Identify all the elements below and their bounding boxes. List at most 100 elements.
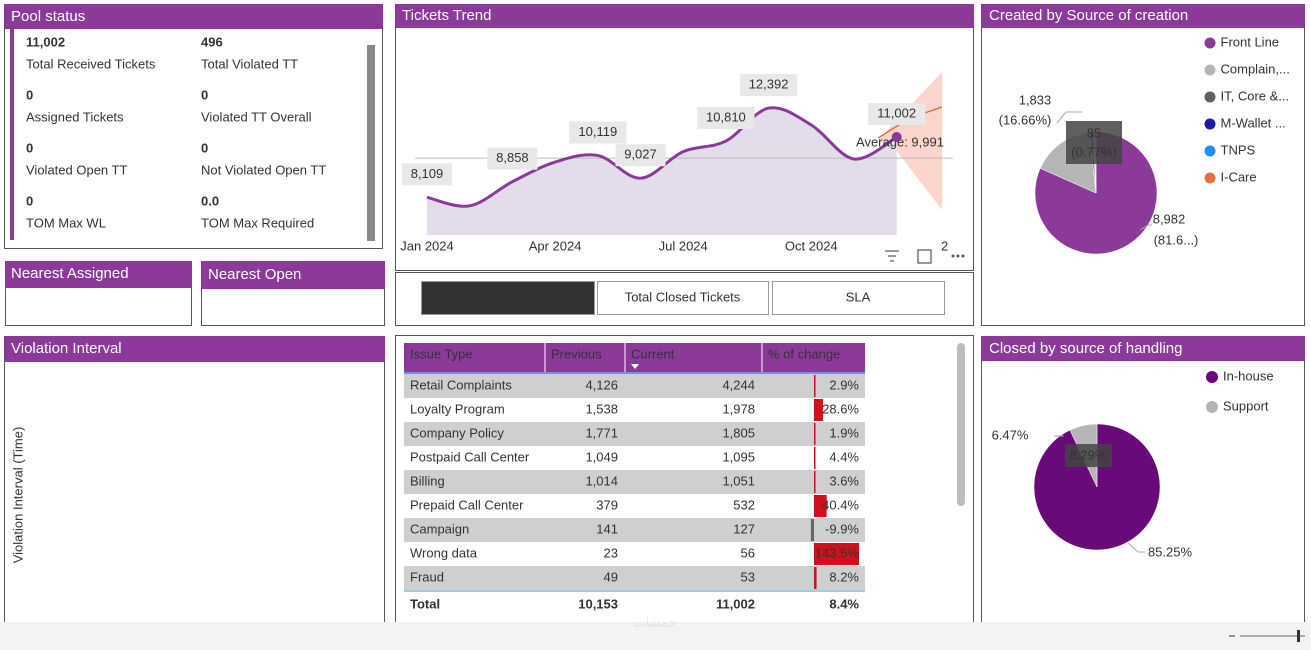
cell: 49: [604, 569, 618, 584]
cell: 2.9%: [829, 377, 859, 392]
data-label: 10,810: [706, 109, 746, 124]
line: [426, 106, 898, 208]
data-label: (16.66%): [999, 112, 1052, 127]
scrollbar: [957, 343, 965, 506]
data-label-box: [697, 107, 755, 130]
legend-label: Support: [1223, 398, 1269, 413]
panel-header: [201, 261, 385, 289]
tab-button[interactable]: [772, 281, 945, 315]
kpi-value: 0.0: [201, 193, 219, 208]
cell: 127: [733, 521, 755, 536]
point: [891, 132, 902, 143]
table-row: [404, 422, 865, 446]
cell: 1,538: [585, 401, 618, 416]
data-label-box: [615, 144, 666, 167]
column-header: Current: [631, 346, 675, 361]
x-tick-label: Oct 2024: [785, 238, 838, 253]
data-label-box: [569, 121, 627, 144]
cell: 23: [604, 545, 618, 560]
tab-button-label[interactable]: Total Received Tickets: [443, 289, 573, 304]
legend-label: I-Care: [1221, 169, 1257, 184]
panel-title: Tickets Trend: [402, 7, 491, 24]
cell: 1,805: [722, 425, 755, 440]
table-row: [404, 518, 865, 542]
cell: Company Policy: [410, 425, 504, 440]
legend-label: In-house: [1223, 368, 1274, 383]
cell: 56: [741, 545, 755, 560]
panel-header: [981, 336, 1305, 361]
cell: Prepaid Call Center: [410, 497, 524, 512]
panel-header: [4, 336, 385, 362]
table-row: [404, 374, 865, 398]
tooltip-label: (0.77%): [1071, 144, 1117, 159]
legend-label: M-Wallet ...: [1221, 115, 1286, 130]
data-label-box: [740, 74, 798, 97]
focus-icon[interactable]: [917, 249, 932, 264]
total-cell: Total: [410, 596, 440, 611]
panel-title: Created by Source of creation: [989, 7, 1188, 24]
leader-line: [1127, 542, 1145, 553]
accent-bar: [10, 29, 14, 240]
more-icon[interactable]: [951, 254, 955, 258]
cell: Wrong data: [410, 545, 478, 560]
cell: Retail Complaints: [410, 377, 512, 392]
cell: 379: [596, 497, 618, 512]
kpi-value: 11,002: [26, 34, 65, 49]
cell: 1,771: [585, 425, 618, 440]
cell: 40.4%: [822, 497, 859, 512]
cell: 141: [596, 521, 618, 536]
focus-badge: 2: [941, 238, 948, 253]
kpi-value: 0: [26, 193, 33, 208]
panel-title: Nearest Open: [208, 266, 301, 283]
tab-button[interactable]: [597, 281, 769, 315]
kpi-label: Violated TT Overall: [201, 109, 312, 124]
legend-marker: [1204, 37, 1216, 49]
average-label: Average: 9,991: [856, 135, 944, 150]
zoom-thumb[interactable]: [1297, 630, 1300, 642]
tooltip-label: 8.29%: [1070, 447, 1107, 462]
table-row: [404, 398, 865, 422]
change-bar: [814, 471, 816, 493]
legend-marker: [1204, 172, 1216, 184]
kpi-label: Total Received Tickets: [26, 56, 156, 71]
tab-button-label[interactable]: Total Closed Tickets: [625, 289, 741, 304]
panel-title: Pool status: [11, 8, 85, 25]
panel: [4, 336, 385, 627]
kpi-value: 0: [26, 140, 33, 155]
kpi-label: Violated Open TT: [26, 162, 127, 177]
change-bar: [814, 375, 816, 397]
more-icon[interactable]: [956, 254, 960, 258]
cell: 143.5%: [815, 545, 860, 560]
data-label: 8,982: [1153, 211, 1186, 226]
cell: Postpaid Call Center: [410, 449, 530, 464]
more-icon[interactable]: [961, 254, 965, 258]
data-label-box: [402, 163, 452, 186]
x-tick-label: Jan 2024: [400, 238, 454, 253]
panel-title: Closed by source of handling: [989, 340, 1182, 357]
tab-button[interactable]: [421, 281, 595, 315]
cell: 53: [741, 569, 755, 584]
panel-header: [395, 4, 974, 28]
data-label: 6.47%: [992, 427, 1029, 442]
cell: 532: [733, 497, 755, 512]
tab-button-label[interactable]: SLA: [846, 289, 871, 304]
cell: 1,095: [722, 449, 755, 464]
cell: 4.4%: [829, 449, 859, 464]
panel-header: [981, 4, 1305, 28]
cell: 1,978: [722, 401, 755, 416]
change-bar: [810, 519, 814, 541]
cell: Campaign: [410, 521, 469, 536]
legend-marker: [1206, 371, 1218, 383]
x-tick-label: Jul 2024: [659, 238, 708, 253]
cell: 1,049: [585, 449, 618, 464]
panel-title: Violation Interval: [11, 340, 122, 357]
column-header: Previous: [551, 346, 602, 361]
change-bar: [814, 423, 816, 445]
column-header: % of change: [768, 346, 840, 361]
total-cell: 11,002: [716, 596, 755, 611]
kpi-label: Assigned Tickets: [26, 109, 124, 124]
cell: 1.9%: [829, 425, 859, 440]
legend-label: Complain,...: [1221, 61, 1290, 76]
cell: 28.6%: [822, 401, 859, 416]
